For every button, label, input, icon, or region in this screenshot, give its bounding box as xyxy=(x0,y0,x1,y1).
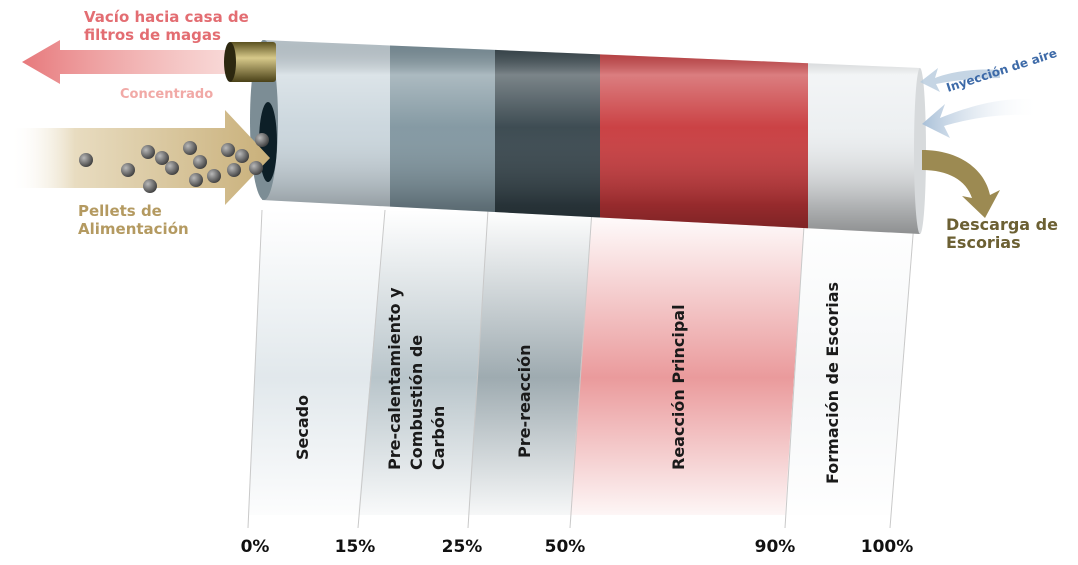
pellet xyxy=(143,179,157,193)
zone-label-3: Reacción Principal xyxy=(669,304,688,470)
zone-label-1: Pre-calentamiento y Combustión de Carbón xyxy=(385,287,448,470)
air-injection-arrow-upper xyxy=(920,68,1000,92)
percentage-label: 100% xyxy=(860,537,914,557)
feed-label: Pellets de Alimentación xyxy=(78,202,189,238)
zone-band-4 xyxy=(785,210,915,515)
exhaust-pipe-end xyxy=(224,42,236,82)
pellet xyxy=(249,161,263,175)
air-injection-arrow xyxy=(922,99,1040,138)
kiln-end-cap xyxy=(914,68,926,234)
zone-bands xyxy=(248,210,915,515)
rotary-kiln xyxy=(250,40,926,235)
zone-divider xyxy=(569,209,593,529)
pellet xyxy=(165,161,179,175)
pellet xyxy=(155,151,169,165)
zone-divider xyxy=(357,209,386,529)
feed-arrow xyxy=(10,110,270,205)
pellet xyxy=(121,163,135,177)
pellet xyxy=(141,145,155,159)
air-injection-label: Inyección de aire xyxy=(945,46,1059,95)
zone-band-0 xyxy=(248,210,385,515)
zone-divider xyxy=(784,209,806,529)
exhaust-pipe xyxy=(228,42,276,82)
exhaust-label: Vacío hacia casa de filtros de magas xyxy=(84,8,249,44)
pellet xyxy=(221,143,235,157)
concentrate-label: Concentrado xyxy=(120,87,214,102)
pellet xyxy=(189,173,203,187)
pellet xyxy=(255,133,269,147)
zone-band-2 xyxy=(468,210,592,515)
exhaust-arrow xyxy=(22,40,235,84)
zone-divider xyxy=(247,209,263,529)
zone-divider-lines xyxy=(247,209,916,529)
pellet xyxy=(207,169,221,183)
discharge-label: Descarga de Escorias xyxy=(946,215,1058,252)
pellet xyxy=(235,149,249,163)
slag-discharge-arrow xyxy=(922,150,1000,218)
percentage-label: 50% xyxy=(544,537,586,557)
zone-divider xyxy=(889,209,916,529)
pellet xyxy=(183,141,197,155)
zone-label-0: Secado xyxy=(293,395,312,460)
pellet xyxy=(193,155,207,169)
zone-band-1 xyxy=(358,210,488,515)
kiln-shading xyxy=(262,40,920,234)
zone-labels: Secado Pre-calentamiento y Combustión de Ca… xyxy=(293,282,842,484)
feed-pellets xyxy=(79,133,269,193)
zone-band-3 xyxy=(570,210,805,515)
pellet xyxy=(79,153,93,167)
zone-divider xyxy=(467,209,489,529)
percentage-label: 0% xyxy=(240,537,270,557)
zone-label-2: Pre-reacción xyxy=(515,345,534,458)
percentage-label: 90% xyxy=(754,537,796,557)
percentage-label: 15% xyxy=(334,537,376,557)
percentage-label: 25% xyxy=(441,537,483,557)
zone-label-4: Formación de Escorias xyxy=(823,282,842,484)
pellet xyxy=(227,163,241,177)
